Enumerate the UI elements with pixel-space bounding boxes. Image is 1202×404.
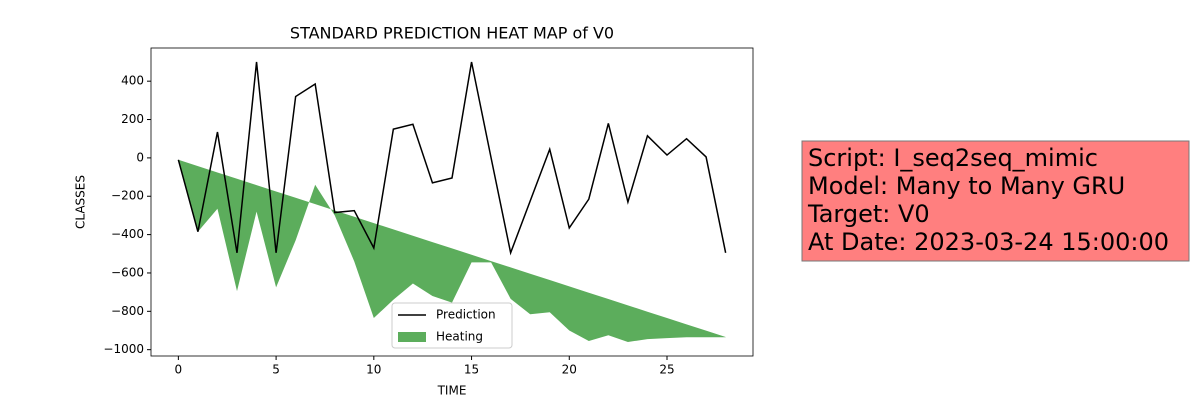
y-tick-label: −800 — [111, 304, 144, 318]
y-tick-label: −200 — [111, 189, 144, 203]
legend-swatch — [398, 332, 426, 342]
x-tick-label: 5 — [272, 363, 280, 377]
plot-frame — [150, 47, 754, 357]
x-tick-label: 20 — [562, 363, 577, 377]
y-tick-label: 200 — [121, 112, 144, 126]
y-tick-label: 400 — [121, 74, 144, 88]
annotation-line: Model: Many to Many GRU — [808, 172, 1125, 200]
x-tick-label: 15 — [464, 363, 479, 377]
legend-label: Heating — [436, 330, 483, 344]
heating-area — [178, 159, 726, 342]
annotation-line: At Date: 2023-03-24 15:00:00 — [808, 228, 1169, 256]
prediction-line — [177, 61, 727, 256]
x-tick-label: 10 — [366, 363, 381, 377]
x-axis-label: TIME — [437, 384, 467, 398]
chart-title: STANDARD PREDICTION HEAT MAP of V0 — [290, 24, 614, 43]
y-axis-label: CLASSES — [74, 175, 88, 229]
y-tick-label: −1000 — [103, 342, 144, 356]
y-tick-label: 0 — [136, 150, 144, 164]
y-tick-label: −400 — [111, 227, 144, 241]
annotation-line: Script: I_seq2seq_mimic — [808, 144, 1098, 172]
x-tick-label: 0 — [175, 363, 183, 377]
legend-label: Prediction — [436, 308, 496, 322]
annotation-box — [801, 140, 1190, 262]
x-tick-label: 25 — [659, 363, 674, 377]
annotation-line: Target: V0 — [807, 200, 930, 228]
y-tick-label: −600 — [111, 265, 144, 279]
